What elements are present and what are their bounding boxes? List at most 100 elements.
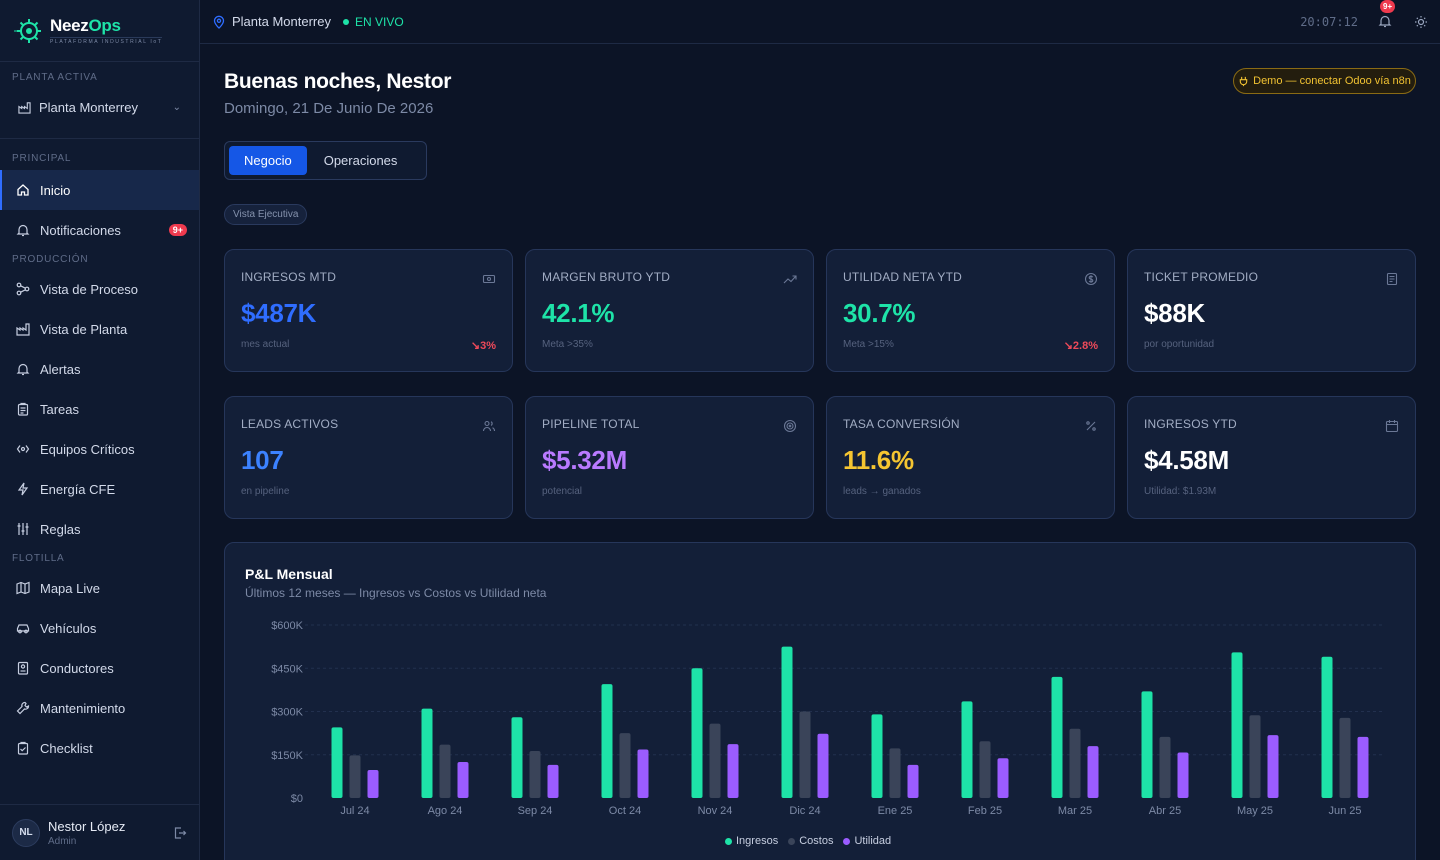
bar-ingresos[interactable] <box>1231 652 1243 798</box>
bar-ingresos[interactable] <box>421 708 433 798</box>
id-card-icon <box>17 661 29 675</box>
bar-ingresos[interactable] <box>871 714 883 798</box>
plant-select[interactable]: Planta Monterrey ⌄ <box>12 91 187 123</box>
sidebar-item-inicio[interactable]: Inicio <box>0 170 199 210</box>
sidebar-item-vista-planta[interactable]: Vista de Planta <box>0 309 199 349</box>
sidebar-item-vehiculos[interactable]: Vehículos <box>0 608 199 648</box>
sidebar-item-equipos-criticos[interactable]: Equipos Críticos <box>0 429 199 469</box>
car-icon <box>16 624 30 634</box>
bar-costos[interactable] <box>709 723 721 798</box>
sidebar-item-mapa-live[interactable]: Mapa Live <box>0 568 199 608</box>
notifications-button[interactable]: 9+ <box>1378 0 1396 30</box>
sidebar-item-label: Vehículos <box>40 620 97 636</box>
brand-name: NeezOps <box>50 16 121 35</box>
sidebar-item-label: Inicio <box>40 182 71 198</box>
bar-utilidad[interactable] <box>1087 746 1099 798</box>
legend-item-utilidad[interactable]: Utilidad <box>843 835 891 847</box>
bar-utilidad[interactable] <box>1267 735 1279 798</box>
kpi-card[interactable]: UTILIDAD NETA YTD 30.7% Meta >15% ↘2.8% <box>826 249 1115 372</box>
bar-costos[interactable] <box>349 755 361 798</box>
bar-ingresos[interactable] <box>1051 676 1063 798</box>
bar-costos[interactable] <box>979 741 991 798</box>
bar-ingresos[interactable] <box>601 684 613 798</box>
sidebar-item-tareas[interactable]: Tareas <box>0 389 199 429</box>
bar-utilidad[interactable] <box>727 744 739 798</box>
bar-costos[interactable] <box>439 744 451 798</box>
sun-icon[interactable] <box>1414 15 1428 29</box>
bar-costos[interactable] <box>1249 715 1261 798</box>
factory-icon <box>16 323 30 336</box>
kpi-title: LEADS ACTIVOS <box>241 417 339 431</box>
kpi-card[interactable]: TICKET PROMEDIO $88K por oportunidad <box>1127 249 1416 372</box>
tab-negocio[interactable]: Negocio <box>229 146 307 175</box>
bar-utilidad[interactable] <box>1357 736 1369 798</box>
kpi-title: MARGEN BRUTO YTD <box>542 270 671 284</box>
y-tick-label: $150K <box>271 750 303 762</box>
bar-utilidad[interactable] <box>637 749 649 798</box>
cash-icon <box>482 274 496 284</box>
bar-ingresos[interactable] <box>781 646 793 798</box>
x-tick-label: Feb 25 <box>968 805 1002 817</box>
sidebar-item-label: Equipos Críticos <box>40 441 135 457</box>
pl-bar-chart: $0 $150K $300K $450K $600K Jul 24 Ago 24 Sep 24… <box>271 620 1385 817</box>
sidebar-item-conductores[interactable]: Conductores <box>0 648 199 688</box>
page-date: Domingo, 21 De Junio De 2026 <box>224 100 434 117</box>
tab-operaciones[interactable]: Operaciones <box>323 153 398 168</box>
kpi-value: 11.6% <box>843 445 914 475</box>
sidebar-item-vista-proceso[interactable]: Vista de Proceso <box>0 269 199 309</box>
bar-costos[interactable] <box>889 748 901 798</box>
topbar-plant[interactable]: Planta Monterrey <box>232 14 331 29</box>
x-tick-label: Sep 24 <box>518 805 553 817</box>
sidebar-item-energia-cfe[interactable]: Energía CFE <box>0 469 199 509</box>
kpi-card[interactable]: MARGEN BRUTO YTD 42.1% Meta >35% <box>525 249 814 372</box>
bar-costos[interactable] <box>799 711 811 799</box>
kpi-card[interactable]: LEADS ACTIVOS 107 en pipeline <box>224 396 513 519</box>
wrench-icon <box>16 701 30 715</box>
bar-ingresos[interactable] <box>1321 656 1333 798</box>
sidebar-item-label: Conductores <box>40 660 114 676</box>
sidebar-item-checklist[interactable]: Checklist <box>0 728 199 768</box>
y-tick-label: $450K <box>271 663 303 675</box>
bar-ingresos[interactable] <box>511 717 523 798</box>
kpi-card[interactable]: INGRESOS MTD $487K mes actual ↘3% <box>224 249 513 372</box>
kpi-card[interactable]: INGRESOS YTD $4.58M Utilidad: $1.93M <box>1127 396 1416 519</box>
logo[interactable]: NeezOps PLATAFORMA INDUSTRIAL IoT <box>0 0 199 62</box>
bar-utilidad[interactable] <box>997 758 1009 798</box>
clock: 20:07:12 <box>1300 14 1358 29</box>
bar-ingresos[interactable] <box>691 668 703 798</box>
bar-utilidad[interactable] <box>817 733 829 798</box>
legend-item-costos[interactable]: Costos <box>788 835 833 847</box>
sidebar-item-reglas[interactable]: Reglas <box>0 509 199 549</box>
bar-utilidad[interactable] <box>547 764 559 798</box>
bar-utilidad[interactable] <box>457 761 469 798</box>
bar-ingresos[interactable] <box>961 701 973 798</box>
bar-utilidad[interactable] <box>367 770 379 798</box>
sliders-icon <box>17 523 29 535</box>
bar-costos[interactable] <box>1339 717 1351 798</box>
bar-costos[interactable] <box>529 751 541 798</box>
logout-icon[interactable] <box>173 826 187 840</box>
user-profile[interactable]: NL Nestor López Admin <box>0 804 199 860</box>
sidebar-item-mantenimiento[interactable]: Mantenimiento <box>0 688 199 728</box>
bar-ingresos[interactable] <box>331 727 343 798</box>
legend-item-ingresos[interactable]: Ingresos <box>725 835 778 847</box>
y-tick-label: $300K <box>271 707 303 719</box>
kpi-value: 42.1% <box>542 298 615 328</box>
bar-costos[interactable] <box>1069 728 1081 798</box>
sidebar-item-alertas[interactable]: Alertas <box>0 349 199 389</box>
section-planta-activa: PLANTA ACTIVA <box>12 72 98 83</box>
kpi-card[interactable]: TASA CONVERSIÓN 11.6% leads → ganados <box>826 396 1115 519</box>
bar-utilidad[interactable] <box>1177 752 1189 798</box>
bar-costos[interactable] <box>1159 736 1171 798</box>
kpi-card[interactable]: PIPELINE TOTAL $5.32M potencial <box>525 396 814 519</box>
topbar: Planta Monterrey EN VIVO 20:07:12 9+ <box>200 0 1440 44</box>
sidebar-item-notificaciones[interactable]: Notificaciones 9+ <box>0 210 199 250</box>
bar-ingresos[interactable] <box>1141 691 1153 798</box>
legend-label: Utilidad <box>854 835 892 847</box>
kpi-value: $88K <box>1144 298 1205 328</box>
bar-costos[interactable] <box>619 733 631 798</box>
bar-utilidad[interactable] <box>907 764 919 798</box>
sidebar-item-label: Energía CFE <box>40 481 116 497</box>
lightning-icon <box>17 482 29 496</box>
demo-connect-button[interactable]: Demo — conectar Odoo vía n8n <box>1233 68 1416 94</box>
